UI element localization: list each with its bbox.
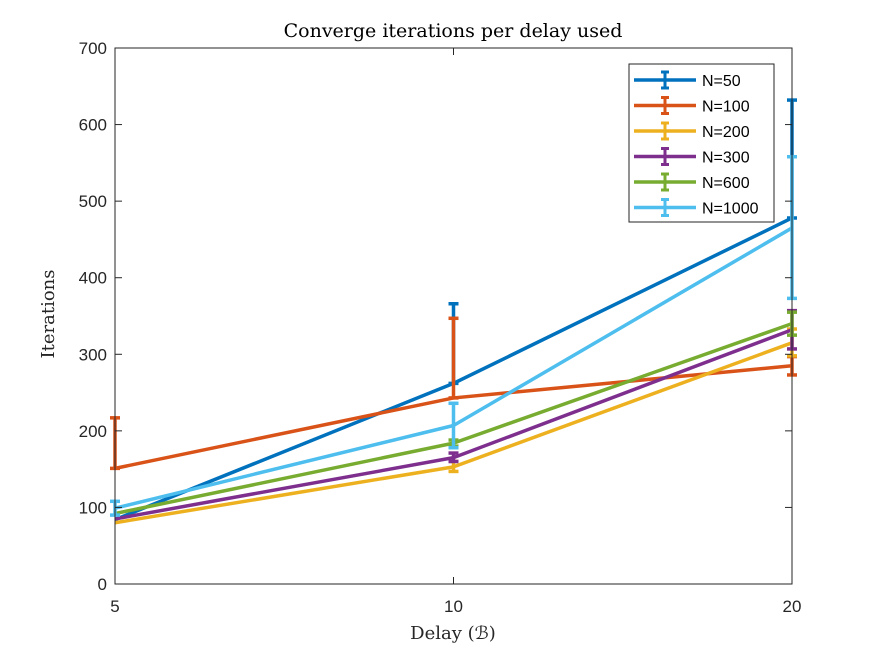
legend-item: N=50 xyxy=(634,70,741,90)
legend-label: N=100 xyxy=(702,99,750,116)
legend-label: N=50 xyxy=(702,73,741,90)
y-tick-label: 600 xyxy=(79,116,107,135)
legend-label: N=600 xyxy=(702,175,750,192)
y-axis-label: Iterations xyxy=(38,270,59,359)
x-tick-label: 10 xyxy=(444,597,463,616)
legend-item: N=1000 xyxy=(634,198,759,218)
y-tick-label: 500 xyxy=(79,192,107,211)
y-tick-label: 100 xyxy=(79,498,107,517)
y-tick-label: 200 xyxy=(79,422,107,441)
legend: N=50 N=100 N=200 N=300 N=600 N=1000 xyxy=(628,63,775,223)
legend-label: N=1000 xyxy=(702,201,759,218)
legend-item: N=600 xyxy=(634,172,750,192)
y-tick-label: 700 xyxy=(79,39,107,58)
axes: 0 100 200 300 400 500 600 700 5 10 20 xyxy=(79,39,802,616)
legend-item: N=200 xyxy=(634,121,750,141)
x-axis-label: Delay (ℬ) xyxy=(410,623,496,644)
legend-label: N=200 xyxy=(702,124,750,141)
legend-item: N=300 xyxy=(634,147,750,167)
legend-item: N=100 xyxy=(634,96,750,116)
y-tick-label: 0 xyxy=(98,575,107,594)
y-tick-label: 300 xyxy=(79,345,107,364)
legend-label: N=300 xyxy=(702,150,750,167)
x-tick-label: 20 xyxy=(783,597,802,616)
legend-box xyxy=(628,63,775,223)
y-tick-label: 400 xyxy=(79,269,107,288)
x-tick-label: 5 xyxy=(110,597,119,616)
chart-title: Converge iterations per delay used xyxy=(284,20,623,42)
